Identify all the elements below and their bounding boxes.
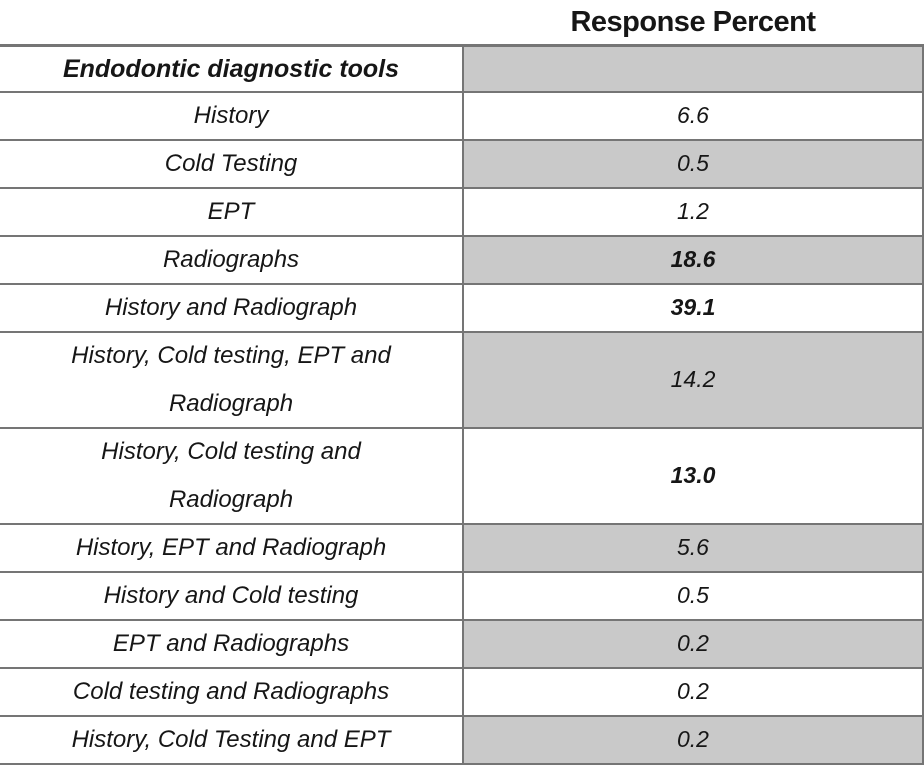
table-row: History 6.6 xyxy=(0,93,922,141)
row-tool-label: Cold Testing xyxy=(164,150,298,177)
row-percent-value: 14.2 xyxy=(462,333,922,427)
table-row: History, Cold Testing and EPT 0.2 xyxy=(0,717,922,765)
row-percent-value: 0.5 xyxy=(462,141,922,187)
row-percent-value: 18.6 xyxy=(462,237,922,283)
table-row: History, EPT and Radiograph 5.6 xyxy=(0,525,922,573)
row-percent-value: 0.2 xyxy=(462,621,922,667)
header-value-cell-empty xyxy=(462,47,922,91)
tools-column-header: Endodontic diagnostic tools xyxy=(62,55,400,83)
row-percent-value: 5.6 xyxy=(462,525,922,571)
row-tool-label: History xyxy=(193,102,269,129)
table-row: History, Cold testing, EPT and Radiograp… xyxy=(0,333,922,429)
row-tool-label: History, EPT and Radiograph xyxy=(75,534,387,561)
row-tool-label: History, Cold testing, EPT and Radiograp… xyxy=(71,342,391,417)
row-tool-label: History and Radiograph xyxy=(104,294,358,321)
table-row: Radiographs 18.6 xyxy=(0,237,922,285)
row-percent-value: 39.1 xyxy=(462,285,922,331)
row-tool-label: History and Cold testing xyxy=(103,582,359,609)
row-percent-value: 1.2 xyxy=(462,189,922,235)
row-percent-value: 13.0 xyxy=(462,429,922,523)
row-tool-label: Cold testing and Radiographs xyxy=(72,678,390,705)
table-row: Cold Testing 0.5 xyxy=(0,141,922,189)
row-percent-value: 0.5 xyxy=(462,573,922,619)
table-row: EPT and Radiographs 0.2 xyxy=(0,621,922,669)
row-percent-value: 6.6 xyxy=(462,93,922,139)
table-row: Cold testing and Radiographs 0.2 xyxy=(0,669,922,717)
diagnostic-tools-table: Endodontic diagnostic tools History 6.6 … xyxy=(0,44,924,765)
row-tool-label: Radiographs xyxy=(162,246,300,273)
table-row: History and Radiograph 39.1 xyxy=(0,285,922,333)
response-percent-column-title: Response Percent xyxy=(570,5,816,38)
row-percent-value: 0.2 xyxy=(462,669,922,715)
row-tool-label: EPT xyxy=(207,198,255,225)
table-row: EPT 1.2 xyxy=(0,189,922,237)
title-spacer xyxy=(0,0,462,44)
row-tool-label: History, Cold Testing and EPT xyxy=(71,726,391,753)
table-row: History, Cold testing and Radiograph 13.… xyxy=(0,429,922,525)
table-row: History and Cold testing 0.5 xyxy=(0,573,922,621)
table-header-row: Endodontic diagnostic tools xyxy=(0,47,922,93)
title-row: Response Percent xyxy=(0,0,924,44)
row-tool-label: History, Cold testing and Radiograph xyxy=(101,438,361,513)
row-tool-label: EPT and Radiographs xyxy=(112,630,350,657)
row-percent-value: 0.2 xyxy=(462,717,922,763)
